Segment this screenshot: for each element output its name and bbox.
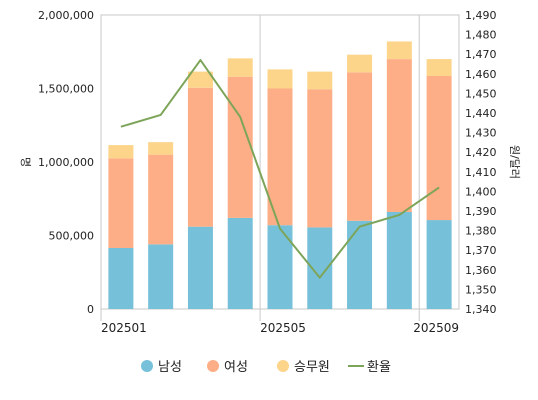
y-right-tick-label: 1,460	[465, 68, 497, 81]
y-left-tick-label: 2,000,000	[38, 9, 94, 22]
y-right-tick-label: 1,380	[465, 225, 497, 238]
legend-marker-승무원	[277, 360, 289, 372]
bar-여성-202502	[148, 154, 174, 245]
bar-여성-202501	[108, 158, 134, 248]
y-left-tick-label: 500,000	[49, 230, 95, 243]
x-tick-label: 202501	[101, 321, 147, 335]
bar-남성-202505	[267, 225, 293, 309]
legend-marker-여성	[207, 360, 219, 372]
y-right-tick-label: 1,440	[465, 107, 497, 120]
legend-label-남성: 남성	[158, 360, 182, 375]
bar-남성-202508	[386, 211, 412, 309]
legend-marker-남성	[141, 360, 153, 372]
y-right-tick-label: 1,340	[465, 303, 497, 316]
legend-label-환율: 환율	[367, 360, 391, 375]
bar-남성-202503	[187, 226, 213, 309]
y-left-tick-label: 1,000,000	[38, 156, 94, 169]
bar-승무원-202507	[347, 54, 373, 73]
x-tick-label: 202505	[260, 321, 306, 335]
bar-승무원-202509	[426, 59, 452, 77]
bar-남성-202507	[347, 220, 373, 309]
bar-여성-202509	[426, 76, 452, 221]
y-right-tick-label: 1,410	[465, 166, 497, 179]
bar-승무원-202508	[386, 41, 412, 60]
y-right-tick-label: 1,470	[465, 48, 497, 61]
legend-label-승무원: 승무원	[294, 360, 330, 375]
legend-label-여성: 여성	[224, 360, 248, 375]
y-right-tick-label: 1,350	[465, 283, 497, 296]
y-right-tick-label: 1,360	[465, 264, 497, 277]
bar-승무원-202503	[187, 71, 213, 88]
y-right-tick-label: 1,420	[465, 146, 497, 159]
y-left-tick-label: 0	[87, 303, 94, 316]
bar-여성-202507	[347, 72, 373, 221]
bar-남성-202509	[426, 220, 452, 309]
y-right-tick-label: 1,490	[465, 9, 497, 22]
bar-여성-202504	[227, 76, 253, 218]
line-series-환율	[120, 59, 440, 279]
bar-여성-202503	[187, 87, 213, 227]
y-right-axis-title: 원/달러	[508, 145, 521, 179]
bar-남성-202501	[108, 247, 134, 309]
bar-승무원-202506	[307, 71, 333, 90]
y-right-tick-label: 1,400	[465, 185, 497, 198]
bar-여성-202506	[307, 89, 333, 228]
y-right-tick-label: 1,450	[465, 87, 497, 100]
bar-남성-202504	[227, 217, 253, 309]
bar-승무원-202502	[148, 142, 174, 155]
bar-승무원-202504	[227, 58, 253, 77]
x-tick-label: 202509	[413, 321, 459, 335]
y-right-tick-label: 1,430	[465, 127, 497, 140]
y-right-tick-label: 1,370	[465, 244, 497, 257]
y-right-tick-label: 1,480	[465, 29, 497, 42]
y-left-axis-title: 명	[19, 157, 32, 167]
y-left-tick-label: 1,500,000	[38, 83, 94, 96]
bar-승무원-202501	[108, 145, 134, 159]
bar-승무원-202505	[267, 69, 293, 89]
y-right-tick-label: 1,390	[465, 205, 497, 218]
bar-여성-202508	[386, 59, 412, 212]
bar-남성-202502	[148, 244, 174, 309]
